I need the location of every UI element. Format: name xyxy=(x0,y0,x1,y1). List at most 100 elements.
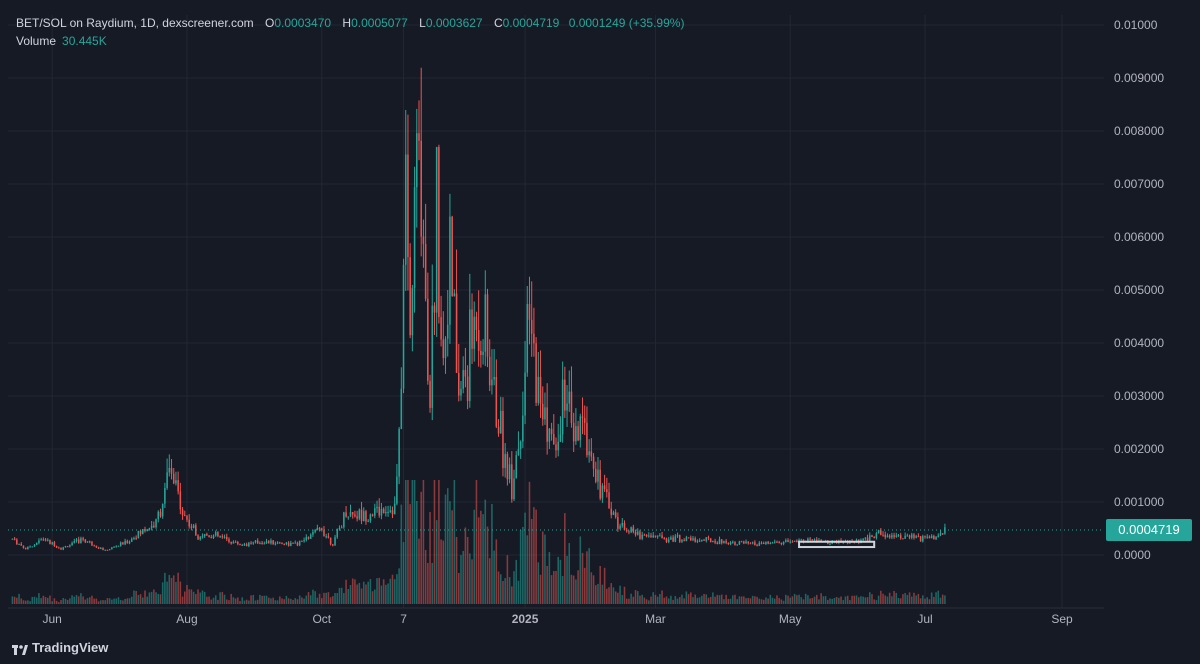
candle-body xyxy=(362,511,365,521)
volume-bar xyxy=(413,480,416,604)
volume-bar xyxy=(577,570,579,604)
candle-body xyxy=(449,216,451,325)
candle-body xyxy=(495,376,498,427)
candle-body xyxy=(780,543,783,545)
volume-bar xyxy=(579,536,582,604)
volume-bar xyxy=(709,596,712,604)
candle-body xyxy=(80,538,82,543)
candle-body xyxy=(765,541,767,545)
volume-bar xyxy=(621,595,624,604)
candle-body xyxy=(924,536,926,538)
candle-body xyxy=(418,133,420,141)
candle-body xyxy=(480,350,482,356)
candle-body xyxy=(829,543,831,545)
volume-bar xyxy=(583,567,586,604)
candle-body xyxy=(645,534,648,537)
candle-body xyxy=(469,309,471,402)
tradingview-brand[interactable]: TradingView xyxy=(12,640,108,655)
candle-body xyxy=(104,549,106,551)
volume-bar xyxy=(267,597,270,604)
volume-bar xyxy=(528,481,531,604)
volume-bar xyxy=(557,556,559,604)
volume-bar xyxy=(309,595,312,604)
volume-bar xyxy=(471,559,473,604)
volume-bar xyxy=(365,584,367,604)
candle-body xyxy=(676,535,679,537)
candle-body xyxy=(139,530,142,534)
candle-body xyxy=(66,546,69,548)
volume-bar xyxy=(188,589,190,604)
candle-body xyxy=(86,541,89,543)
candle-body xyxy=(599,469,601,499)
volume-bar xyxy=(427,562,429,604)
volume-bar xyxy=(727,598,730,604)
volume-bar xyxy=(595,585,597,604)
volume-bar xyxy=(82,596,84,604)
volume-bar xyxy=(765,597,767,604)
volume-bar xyxy=(113,598,115,604)
candle-body xyxy=(453,293,456,296)
candle-body xyxy=(636,531,639,535)
candle-body xyxy=(385,512,387,514)
candle-body xyxy=(234,541,237,543)
volume-bar xyxy=(95,598,98,604)
candle-body xyxy=(206,534,208,536)
volume-bar xyxy=(572,575,575,604)
candle-body xyxy=(305,537,308,541)
volume-bar xyxy=(899,598,902,604)
y-tick-label: 0.008000 xyxy=(1114,124,1164,138)
volume-bar xyxy=(760,599,763,604)
ohlc-legend: BET/SOL on Raydium, 1D, dexscreener.com … xyxy=(16,14,684,32)
candle-body xyxy=(515,455,517,479)
volume-bar xyxy=(27,600,29,604)
volume-bar xyxy=(290,598,292,604)
volume-bar xyxy=(126,598,129,604)
candle-body xyxy=(130,538,133,542)
volume-bar xyxy=(148,592,151,604)
volume-bar xyxy=(29,601,31,604)
volume-bar xyxy=(411,480,414,604)
candle-body xyxy=(917,536,920,538)
volume-bar xyxy=(142,597,144,604)
volume-bar xyxy=(453,480,456,604)
volume-bar xyxy=(106,598,109,604)
volume-bar xyxy=(429,512,431,604)
volume-bar xyxy=(553,571,555,604)
volume-bar xyxy=(155,592,157,604)
candle-body xyxy=(356,516,358,519)
volume-bar xyxy=(712,592,714,604)
candle-body xyxy=(807,538,809,542)
volume-bar xyxy=(495,539,498,604)
volume-bar xyxy=(884,595,887,604)
volume-bar xyxy=(771,597,774,604)
volume-bar xyxy=(343,593,345,604)
candle-body xyxy=(22,545,25,548)
candle-body xyxy=(464,370,467,377)
volume-bar xyxy=(497,571,500,604)
volume-bar xyxy=(22,600,25,604)
candle-body xyxy=(608,492,610,509)
candle-body xyxy=(566,403,568,411)
volume-bar xyxy=(367,581,369,604)
candle-body xyxy=(329,537,332,545)
candle-body xyxy=(592,456,595,469)
candle-body xyxy=(212,535,215,538)
candle-body xyxy=(904,535,906,539)
candle-body xyxy=(186,515,188,520)
candle-body xyxy=(530,319,533,334)
candle-body xyxy=(190,526,193,528)
volume-bar xyxy=(16,597,18,604)
x-tick-label: Aug xyxy=(176,612,197,626)
candle-body xyxy=(195,525,197,536)
candle-body xyxy=(734,541,736,545)
volume-bar xyxy=(751,595,754,604)
volume-bar xyxy=(533,507,535,604)
volume-bar xyxy=(877,595,880,604)
volume-bar xyxy=(20,598,23,604)
candle-body xyxy=(122,542,124,545)
candle-body xyxy=(634,531,637,535)
volume-bar xyxy=(785,594,787,604)
volume-bar xyxy=(327,592,330,604)
